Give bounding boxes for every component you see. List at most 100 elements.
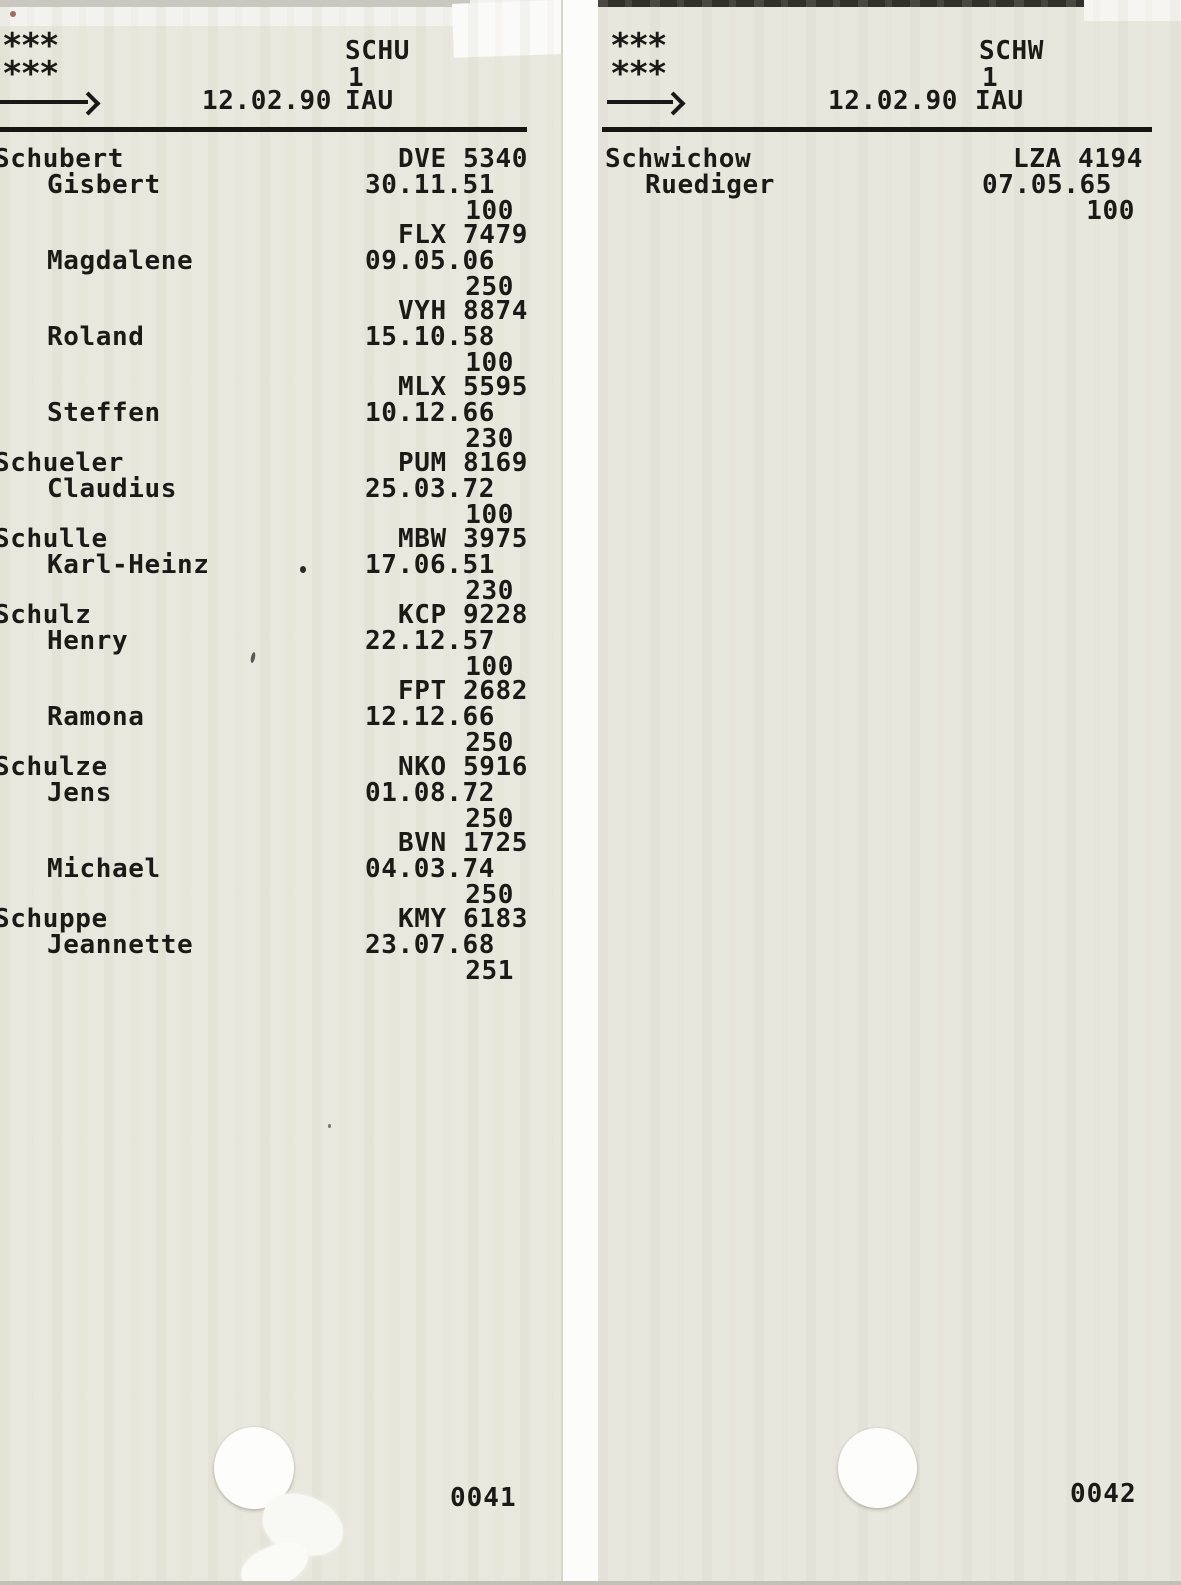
entry-row-given-date: Karl-Heinz 17.06.51 bbox=[0, 552, 561, 578]
register-entry: Schuppe KMY 6183 Jeannette 23.07.68 251 bbox=[0, 906, 561, 984]
entry-given-name: Steffen bbox=[47, 398, 161, 428]
entry-row-number: 230 bbox=[0, 426, 561, 452]
entry-given-name: Ramona bbox=[47, 702, 145, 732]
entry-surname: Schulze bbox=[0, 752, 108, 782]
card-serial-number: 0041 bbox=[450, 1483, 517, 1513]
entry-row-given-date: Michael 04.03.74 bbox=[0, 856, 561, 882]
entry-row-given-date: Roland 15.10.58 bbox=[0, 324, 561, 350]
stars-row: *** bbox=[610, 26, 667, 66]
entry-code: BVN 1725 bbox=[397, 828, 528, 858]
entry-row-name-code: Schueler PUM 8169 bbox=[0, 450, 561, 476]
entry-birthdate: 09.05.06 bbox=[365, 246, 496, 276]
entry-number: 100 bbox=[465, 500, 514, 530]
header-group-code: SCHU bbox=[345, 36, 411, 66]
entry-code: KCP 9228 bbox=[397, 600, 528, 630]
header-divider bbox=[602, 127, 1152, 132]
header-group-code: SCHW bbox=[979, 36, 1045, 66]
entry-number: 250 bbox=[465, 804, 514, 834]
entry-row-name-code: BVN 1725 bbox=[0, 830, 561, 856]
entry-code: LZA 4194 bbox=[1012, 144, 1143, 174]
entries-list: Schwichow LZA 4194 Ruediger 07.05.65 100 bbox=[598, 146, 1181, 224]
entry-row-number: 250 bbox=[0, 806, 561, 832]
entry-number: 251 bbox=[465, 956, 514, 986]
entry-row-number: 100 bbox=[0, 350, 561, 376]
entry-number: 230 bbox=[465, 576, 514, 606]
entry-birthdate: 25.03.72 bbox=[365, 474, 496, 504]
paper-speck bbox=[10, 11, 16, 17]
entry-row-number: 250 bbox=[0, 274, 561, 300]
forward-arrow-head-icon bbox=[76, 91, 101, 116]
entry-given-name: Magdalene bbox=[47, 246, 194, 276]
entry-row-given-date: Jeannette 23.07.68 bbox=[0, 932, 561, 958]
register-card-schu: *** *** SCHU 1 12.02.90 IAU Schubert DVE… bbox=[0, 0, 563, 1585]
entry-row-name-code: FLX 7479 bbox=[0, 222, 561, 248]
entry-code: MBW 3975 bbox=[397, 524, 528, 554]
forward-arrow-icon bbox=[607, 100, 673, 104]
entry-row-name-code: Schwichow LZA 4194 bbox=[598, 146, 1181, 172]
entry-given-name: Michael bbox=[47, 854, 161, 884]
header-date: 12.02.90 bbox=[202, 86, 333, 116]
scan-edge-line bbox=[0, 0, 470, 7]
entry-row-given-date: Gisbert 30.11.51 bbox=[0, 172, 561, 198]
register-entry: FPT 2682 Ramona 12.12.66 250 bbox=[0, 678, 561, 756]
paper-texture bbox=[598, 0, 1181, 1585]
entry-given-name: Henry bbox=[47, 626, 129, 656]
entry-birthdate: 23.07.68 bbox=[365, 930, 496, 960]
entry-row-given-date: Ramona 12.12.66 bbox=[0, 704, 561, 730]
card-serial-number: 0042 bbox=[1070, 1479, 1137, 1509]
entry-given-name: Roland bbox=[47, 322, 145, 352]
register-entry: Schulle MBW 3975 Karl-Heinz 17.06.51 230 bbox=[0, 526, 561, 604]
entry-code: FPT 2682 bbox=[397, 676, 528, 706]
entry-birthdate: 07.05.65 bbox=[982, 170, 1113, 200]
entry-row-name-code: Schubert DVE 5340 bbox=[0, 146, 561, 172]
entry-number: 250 bbox=[465, 728, 514, 758]
header-station-code: IAU bbox=[975, 86, 1024, 116]
paper-speck bbox=[328, 1124, 331, 1128]
entry-given-name: Jens bbox=[47, 778, 113, 808]
entry-surname: Schwichow bbox=[605, 144, 752, 174]
entry-birthdate: 15.10.58 bbox=[365, 322, 496, 352]
header-date: 12.02.90 bbox=[828, 86, 959, 116]
entry-given-name: Claudius bbox=[47, 474, 178, 504]
register-entry: Schulze NKO 5916 Jens 01.08.72 250 bbox=[0, 752, 561, 832]
entry-row-number: 251 bbox=[0, 958, 561, 984]
punch-hole bbox=[838, 1428, 917, 1508]
entry-row-given-date: Claudius 25.03.72 bbox=[0, 476, 561, 502]
scan-bottom-edge bbox=[0, 1581, 1181, 1585]
entry-row-name-code: Schuppe KMY 6183 bbox=[0, 906, 561, 932]
paper-speck bbox=[300, 566, 306, 573]
entry-row-number: 100 bbox=[598, 198, 1181, 224]
stars-row: *** bbox=[2, 26, 59, 66]
entry-birthdate: 01.08.72 bbox=[365, 778, 496, 808]
entry-given-name: Jeannette bbox=[47, 930, 194, 960]
entry-birthdate: 30.11.51 bbox=[365, 170, 496, 200]
entry-row-number: 250 bbox=[0, 882, 561, 908]
register-entry: Schubert DVE 5340 Gisbert 30.11.51 100 bbox=[0, 146, 561, 226]
entry-surname: Schulle bbox=[0, 524, 108, 554]
entry-row-name-code: Schulle MBW 3975 bbox=[0, 526, 561, 552]
entry-row-number: 230 bbox=[0, 578, 561, 604]
entry-row-name-code: FPT 2682 bbox=[0, 678, 561, 704]
register-entry: VYH 8874 Roland 15.10.58 100 bbox=[0, 296, 561, 376]
register-entry: Schulz KCP 9228 Henry 22.12.57 100 bbox=[0, 600, 561, 680]
entry-row-given-date: Ruediger 07.05.65 bbox=[598, 172, 1181, 198]
entry-code: MLX 5595 bbox=[397, 372, 528, 402]
register-entry: Schueler PUM 8169 Claudius 25.03.72 100 bbox=[0, 450, 561, 528]
register-entry: MLX 5595 Steffen 10.12.66 230 bbox=[0, 374, 561, 452]
entry-birthdate: 12.12.66 bbox=[365, 702, 496, 732]
header-page-number: 1 bbox=[982, 63, 999, 93]
header-station-code: IAU bbox=[345, 86, 394, 116]
entry-row-given-date: Steffen 10.12.66 bbox=[0, 400, 561, 426]
entry-surname: Schulz bbox=[0, 600, 92, 630]
entry-code: VYH 8874 bbox=[397, 296, 528, 326]
scan-edge-shadow bbox=[598, 0, 1086, 7]
entry-row-name-code: MLX 5595 bbox=[0, 374, 561, 400]
entry-code: KMY 6183 bbox=[397, 904, 528, 934]
entry-birthdate: 04.03.74 bbox=[365, 854, 496, 884]
entry-number: 100 bbox=[465, 196, 514, 226]
entry-row-number: 100 bbox=[0, 654, 561, 680]
header-divider bbox=[0, 127, 527, 132]
header-page-number: 1 bbox=[348, 63, 365, 93]
entry-row-number: 100 bbox=[0, 502, 561, 528]
entry-row-number: 250 bbox=[0, 730, 561, 756]
